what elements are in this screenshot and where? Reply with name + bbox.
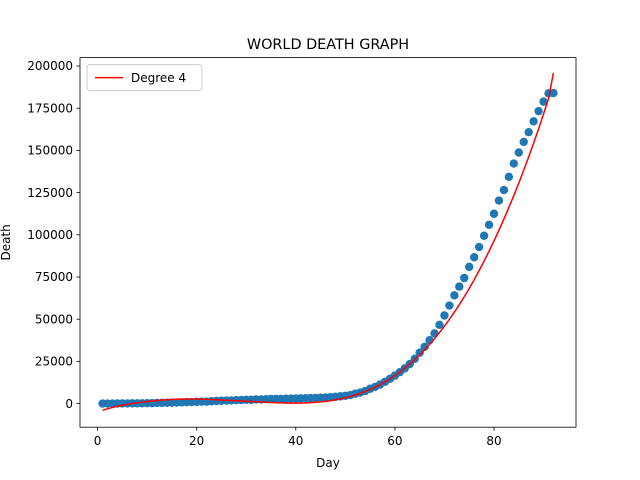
legend-box [86, 64, 203, 92]
y-tick-label: 200000 [27, 59, 73, 73]
legend-label: Degree 4 [131, 71, 186, 85]
data-point [484, 220, 494, 230]
y-tick-label: 25000 [35, 355, 73, 369]
data-point [519, 137, 528, 147]
y-axis-ticks: 0 25000 50000 75000 100000 125000 150000 175000… [27, 59, 80, 411]
x-tick-label: 0 [94, 434, 102, 448]
data-point [420, 342, 429, 352]
data-point [509, 159, 519, 168]
y-tick-label: 50000 [35, 312, 73, 326]
data-point [415, 348, 424, 357]
axes-frame [79, 57, 577, 428]
data-point [479, 231, 489, 240]
data-point [514, 148, 523, 157]
x-tick-label: 40 [288, 434, 303, 448]
data-point [489, 209, 499, 218]
y-tick-label: 175000 [27, 101, 73, 115]
x-tick-label: 80 [486, 434, 501, 448]
x-axis-ticks: 0 20 40 60 80 [94, 427, 502, 448]
data-point [524, 127, 533, 137]
data-point [455, 282, 464, 291]
legend: Degree 4 [86, 64, 203, 92]
data-point [504, 172, 514, 182]
y-tick-label: 125000 [27, 186, 73, 200]
data-point [474, 242, 484, 252]
data-point [549, 88, 558, 98]
data-point [450, 291, 459, 300]
data-point [440, 311, 449, 320]
chart-title: WORLD DEATH GRAPH [247, 37, 409, 53]
data-point [445, 301, 454, 310]
data-point [539, 97, 548, 106]
data-point [465, 262, 474, 272]
y-tick-label: 75000 [35, 270, 73, 284]
data-point [494, 196, 504, 205]
y-tick-label: 100000 [27, 228, 73, 242]
x-tick-label: 20 [189, 434, 204, 448]
data-point [469, 253, 479, 262]
x-axis-label: Day [316, 456, 340, 470]
data-point [534, 106, 543, 116]
data-point [529, 117, 538, 126]
y-tick-label: 150000 [27, 144, 73, 158]
x-tick-label: 60 [387, 434, 402, 448]
y-axis-label: Death [0, 224, 13, 260]
plot-area [98, 72, 558, 412]
fit-line [102, 72, 555, 412]
y-tick-label: 0 [65, 397, 73, 411]
data-point [460, 273, 469, 283]
data-point [499, 185, 509, 195]
data-point [435, 320, 444, 329]
